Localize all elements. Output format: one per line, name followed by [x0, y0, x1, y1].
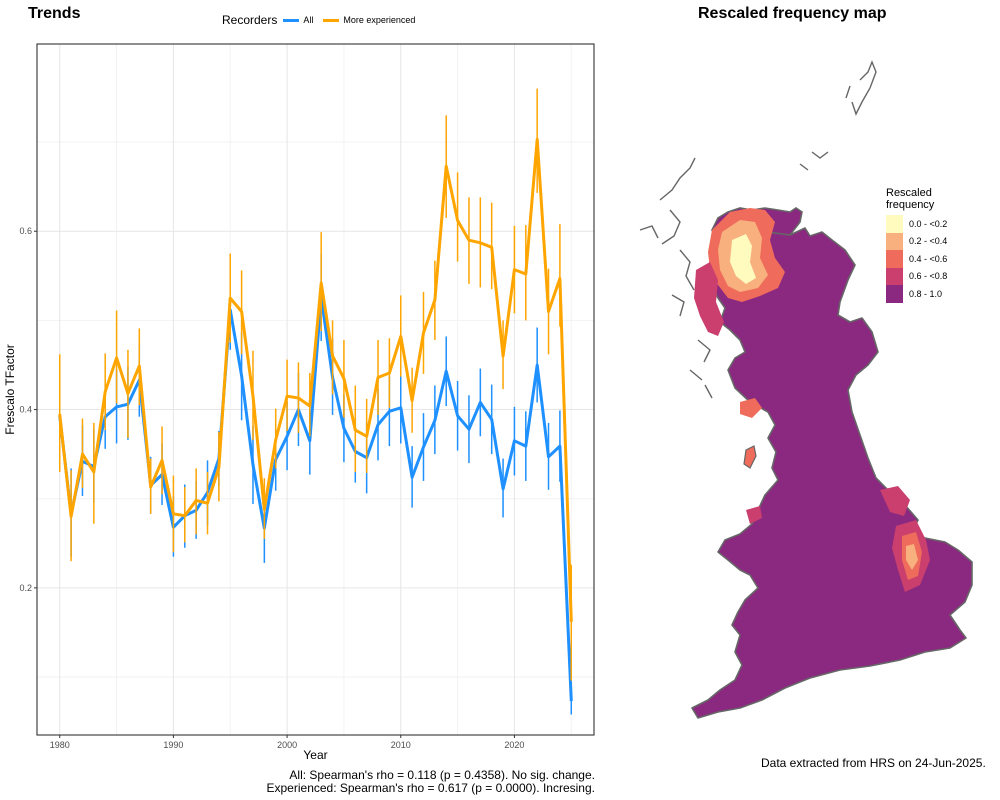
series-line-experienced: [58, 137, 573, 622]
map-legend-label: 0.0 - <0.2: [909, 218, 948, 229]
legend-key-experienced: [323, 18, 340, 22]
map-legend-label: 0.2 - <0.4: [909, 236, 948, 247]
rescaled-frequency-map: [639, 60, 973, 719]
map-legend-swatch: [886, 232, 903, 250]
y-tick-label: 0.4: [19, 405, 32, 415]
highlands-lowest-zone: [730, 234, 756, 284]
map-legend-label: 0.6 - <0.8: [909, 271, 948, 282]
y-tick-label: 0.2: [19, 583, 32, 593]
map-legend-row: 0.6 - <0.8: [886, 267, 948, 285]
x-tick-label: 2010: [391, 740, 411, 750]
map-legend-swatch: [886, 285, 903, 303]
y-axis-title: Frescalo TFactor: [3, 344, 17, 434]
map-legend-label: 0.8 - 1.0: [909, 288, 943, 299]
footnote-experienced: Experienced: Spearman's rho = 0.617 (p =…: [266, 781, 596, 795]
x-tick-label: 1990: [163, 740, 183, 750]
shetland: [845, 60, 877, 116]
trends-chart: 0.2 0.4 0.6 1980 1990 2000 2010 2020 Year Frescal…: [3, 43, 595, 762]
x-tick-label: 2020: [504, 740, 524, 750]
data-source-note: Data extracted from HRS on 24-Jun-2025.: [761, 756, 986, 770]
map-legend-title-2: frequency: [886, 199, 935, 211]
chart-title: Trends: [28, 5, 81, 22]
map-legend-swatch: [886, 250, 903, 268]
map-legend-label: 0.4 - <0.6: [909, 253, 948, 264]
plot-border: [36, 43, 595, 736]
map-legend-title-1: Rescaled: [886, 187, 932, 199]
wales-patch: [746, 506, 762, 524]
west-coast-fringe: [694, 262, 724, 336]
map-legend-swatch: [886, 215, 903, 233]
map-legend-row: 0.4 - <0.6: [886, 250, 947, 268]
x-tick-label: 2000: [277, 740, 297, 750]
hebrides: [639, 157, 713, 399]
map-legend-row: 0.8 - 1.0: [886, 285, 947, 303]
legend-key-all: [283, 18, 300, 22]
footnote-all: All: Spearman's rho = 0.118 (p = 0.4358)…: [289, 768, 595, 782]
map-legend-row: 0.0 - <0.2: [886, 215, 947, 233]
legend-label-experienced: More experienced: [343, 15, 416, 25]
britain-landmass: [639, 60, 973, 719]
map-legend-swatch: [886, 267, 903, 285]
x-axis-title: Year: [303, 748, 327, 762]
y-tick-label: 0.6: [19, 226, 32, 236]
east-england-patch: [880, 486, 910, 516]
fens-patch-inner: [906, 544, 918, 570]
legend-title: Recorders: [222, 13, 278, 27]
map-title: Rescaled frequency map: [698, 5, 887, 22]
legend-label-all: All: [303, 15, 314, 25]
great-britain-outline: [691, 227, 973, 719]
x-tick-label: 1980: [50, 740, 70, 750]
isle-of-man: [743, 445, 757, 469]
orkney: [799, 151, 829, 171]
map-legend: Rescaled frequency 0.0 - <0.2 0.2 - <0.4…: [886, 187, 947, 303]
map-legend-row: 0.2 - <0.4: [886, 232, 948, 250]
chart-legend: Recorders All More experienced: [222, 12, 425, 28]
lake-district-patch: [740, 398, 762, 418]
